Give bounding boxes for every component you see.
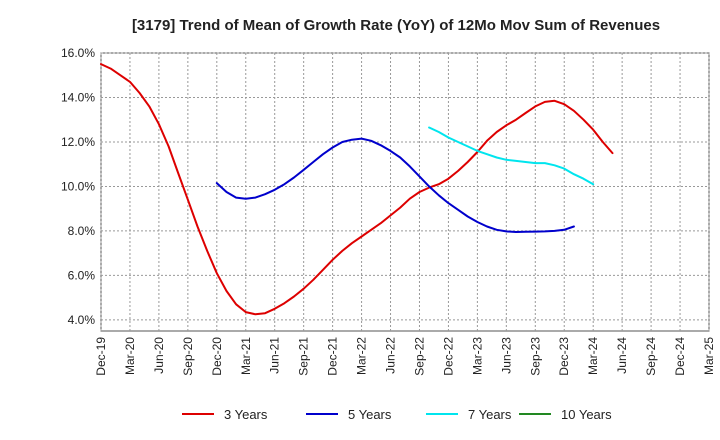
y-tick-label: 16.0% [61,46,95,60]
legend-label: 5 Years [348,407,392,422]
x-tick-label: Sep-23 [528,337,542,376]
x-tick-label: Jun-24 [615,337,629,374]
x-axis-tick-labels: Dec-19 Mar-20 Jun-20 Sep-20 Dec-20 Mar-21 Jun-… [94,337,716,376]
x-tick-label: Mar-22 [355,337,369,375]
chart: [3179] Trend of Mean of Growth Rate (YoY… [0,0,720,440]
y-axis-tick-labels: 4.0% 6.0% 8.0% 10.0% 12.0% 14.0% 16.0% [61,46,95,327]
legend-label: 3 Years [224,407,268,422]
legend-label: 10 Years [561,407,612,422]
x-tick-label: Dec-23 [557,337,571,376]
y-tick-label: 14.0% [61,90,95,104]
x-tick-label: Dec-22 [441,337,455,376]
x-tick-label: Mar-21 [239,337,253,375]
legend-label: 7 Years [468,407,512,422]
y-tick-label: 4.0% [68,313,96,327]
x-tick-label: Jun-20 [152,337,166,374]
x-tick-label: Sep-22 [412,337,426,376]
x-tick-label: Mar-24 [586,337,600,375]
x-tick-label: Sep-20 [181,337,195,376]
x-tick-label: Sep-24 [644,337,658,376]
x-tick-label: Mar-20 [123,337,137,375]
x-tick-label: Dec-21 [326,337,340,376]
x-tick-label: Dec-19 [94,337,108,376]
x-tick-label: Dec-20 [210,337,224,376]
plot-area [101,53,709,331]
x-tick-label: Mar-23 [470,337,484,375]
y-tick-label: 6.0% [68,268,96,282]
x-tick-label: Mar-25 [702,337,716,375]
y-tick-label: 12.0% [61,135,95,149]
x-tick-label: Jun-21 [268,337,282,374]
x-tick-label: Dec-24 [673,337,687,376]
x-tick-label: Sep-21 [297,337,311,376]
x-tick-label: Jun-23 [499,337,513,374]
x-tick-label: Jun-22 [384,337,398,374]
y-tick-label: 8.0% [68,224,96,238]
chart-title: [3179] Trend of Mean of Growth Rate (YoY… [132,17,660,34]
y-tick-label: 10.0% [61,179,95,193]
legend: 3 Years 5 Years 7 Years 10 Years [182,407,612,422]
